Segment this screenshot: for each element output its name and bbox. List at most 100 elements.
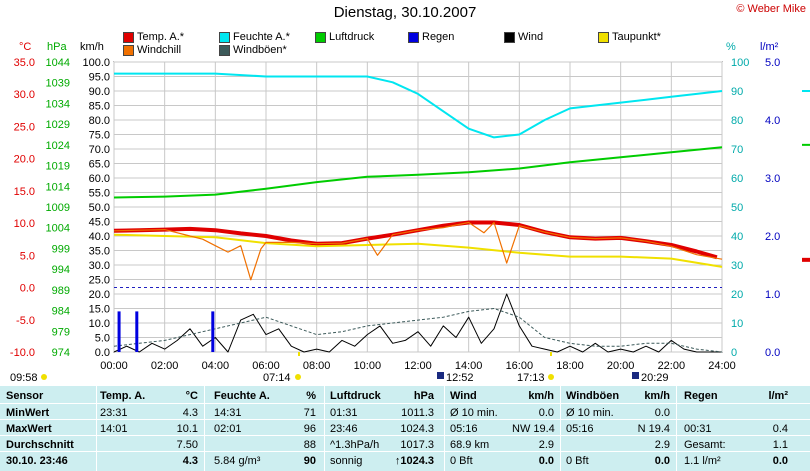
table-cell: km/h — [528, 390, 554, 402]
humidity-tick-label: 90 — [731, 86, 743, 98]
pressure-tick-label: 1024 — [46, 140, 70, 152]
pressure-tick-label: 979 — [52, 326, 70, 338]
table-cell: Windböen — [566, 390, 620, 402]
table-cell: 68.9 km — [450, 439, 490, 451]
legend-swatch — [408, 31, 419, 43]
x-tick-label: 12:00 — [404, 360, 432, 372]
table-cell: 0 Bft — [566, 455, 589, 467]
humidity-tick-label: 0 — [731, 347, 737, 359]
table-cell: 0.0 — [538, 407, 554, 419]
table-column-separator — [444, 386, 445, 471]
table-cell: NW 19.4 — [512, 423, 555, 435]
legend-swatch — [123, 44, 134, 56]
pressure-tick-label: 994 — [52, 264, 70, 276]
legend-swatch — [504, 31, 515, 43]
x-tick-label: 04:00 — [202, 360, 230, 372]
wind-tick-label: 25.0 — [89, 275, 110, 287]
table-row-separator — [0, 435, 810, 436]
rain-tick-label: 5.0 — [765, 57, 780, 69]
wind-tick-label: 60.0 — [89, 173, 110, 185]
rain-unit-label: l/m² — [760, 41, 779, 53]
table-cell: Durchschnitt — [6, 439, 74, 451]
table-column-separator — [204, 386, 205, 471]
wind-tick-label: 20.0 — [89, 289, 110, 301]
table-cell: 0.0 — [654, 407, 670, 419]
table-cell: 23:46 — [330, 423, 358, 435]
table-cell: 05:16 — [566, 423, 594, 435]
weather-chart-svg: 00:00 02:00 04:00 06:00 08:00 10:00 12:00 14:00… — [10, 57, 810, 384]
legend-item-dewpoint: Taupunkt* — [598, 31, 661, 43]
wind-tick-label: 90.0 — [89, 86, 110, 98]
wind-tick-label: 5.0 — [95, 333, 110, 345]
sunrise-tick — [298, 352, 300, 356]
moon-marker — [437, 372, 444, 379]
table-cell: 02:01 — [214, 423, 242, 435]
legend-swatch — [123, 31, 134, 43]
humidity-tick-label: 40 — [731, 231, 743, 243]
humidity-tick-label: 70 — [731, 144, 743, 156]
rain-tick-label: 2.0 — [765, 231, 780, 243]
marker-time-label: 07:14 — [263, 372, 291, 384]
humidity-tick-label: 60 — [731, 173, 743, 185]
wind-tick-label: 70.0 — [89, 144, 110, 156]
wind-tick-label: 80.0 — [89, 115, 110, 127]
humidity-tick-label: 30 — [731, 260, 743, 272]
wind-tick-label: 50.0 — [89, 202, 110, 214]
series-line — [113, 233, 723, 268]
marker-time-label: 09:58 — [10, 372, 38, 384]
wind-tick-label: 15.0 — [89, 304, 110, 316]
wind-tick-label: 40.0 — [89, 231, 110, 243]
table-cell: 00:31 — [684, 423, 712, 435]
legend-swatch — [315, 31, 326, 43]
legend-item-windchill: Windchill — [123, 44, 181, 56]
table-cell: 2.9 — [654, 439, 670, 451]
table-cell: 0.0 — [654, 455, 670, 467]
table-row-separator — [0, 403, 810, 404]
x-tick-label: 10:00 — [354, 360, 382, 372]
pressure-tick-label: 989 — [52, 285, 70, 297]
table-cell: hPa — [413, 390, 434, 402]
table-column-separator — [560, 386, 561, 471]
x-tick-label: 00:00 — [100, 360, 128, 372]
wind-tick-label: 35.0 — [89, 246, 110, 258]
table-row-separator — [0, 451, 810, 452]
rain-bar — [211, 311, 215, 352]
legend-item-gusts: Windböen* — [219, 44, 287, 56]
table-cell: 0.0 — [538, 455, 554, 467]
table-cell: 01:31 — [330, 407, 358, 419]
table-cell: Wind — [450, 390, 477, 402]
series-line — [113, 308, 723, 353]
table-cell: 96 — [303, 423, 316, 435]
rain-tick-label: 0.0 — [765, 347, 780, 359]
wind-tick-label: 95.0 — [89, 72, 110, 84]
humidity-tick-label: 100 — [731, 57, 749, 69]
wind-tick-label: 65.0 — [89, 159, 110, 171]
table-row-separator — [0, 419, 810, 420]
table-cell: 2.9 — [538, 439, 554, 451]
table-cell: 05:16 — [450, 423, 478, 435]
table-cell: 4.3 — [182, 407, 198, 419]
table-cell: 1.1 l/m² — [684, 455, 721, 467]
table-cell: ^1.3hPa/h — [330, 439, 380, 451]
series-line — [113, 146, 723, 199]
rain-tick-label: 1.0 — [765, 289, 780, 301]
edge-marker-temp — [802, 257, 810, 262]
temp-tick-label: 30.0 — [14, 89, 35, 101]
temp-tick-label: -5.0 — [16, 315, 35, 327]
table-cell: 90 — [303, 455, 316, 467]
table-cell: % — [306, 390, 316, 402]
temp-tick-label: 15.0 — [14, 186, 35, 198]
table-cell: 0 Bft — [450, 455, 473, 467]
series-line — [113, 221, 723, 281]
series-line — [113, 293, 722, 353]
table-cell: 30.10. 23:46 — [6, 455, 68, 467]
copyright-label: © Weber Mike — [736, 3, 806, 15]
table-cell: 88 — [303, 439, 316, 451]
legend-swatch — [219, 31, 230, 43]
sunset-marker — [548, 374, 554, 380]
humidity-tick-label: 20 — [731, 289, 743, 301]
pressure-tick-label: 1034 — [46, 98, 70, 110]
temp-tick-label: 5.0 — [20, 250, 35, 262]
edge-marker-pressure — [802, 143, 810, 146]
wind-tick-label: 45.0 — [89, 217, 110, 229]
